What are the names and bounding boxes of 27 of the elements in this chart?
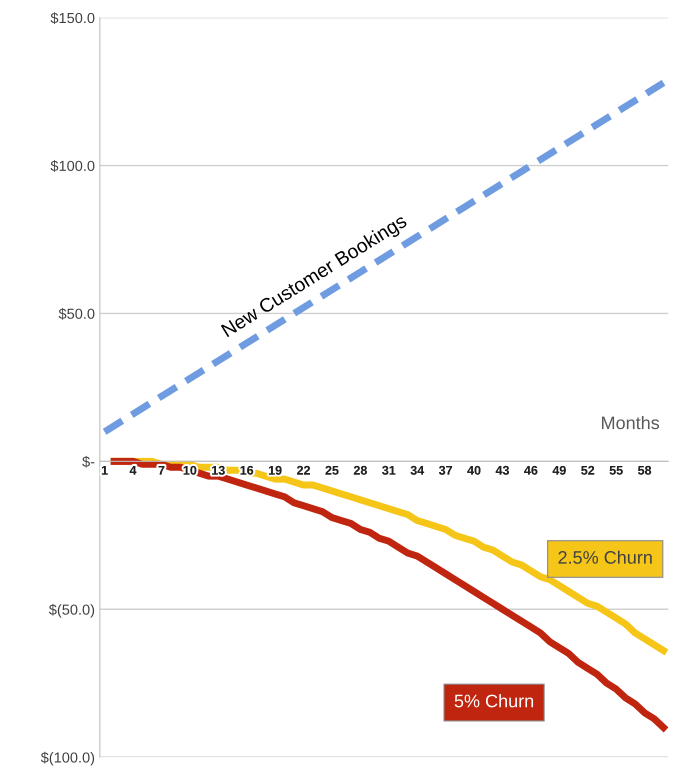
x-tick-label: 37 xyxy=(438,466,452,475)
x-tick-label: 55 xyxy=(610,466,623,475)
x-tick-label: 58 xyxy=(638,466,652,475)
x-tick-label: 40 xyxy=(467,466,481,475)
y-tick-label: $- xyxy=(82,456,94,468)
x-tick-label: 46 xyxy=(524,466,538,475)
x-tick-label: 1 xyxy=(102,466,108,475)
x-tick-label: 10 xyxy=(184,466,196,475)
x-tick-label: 25 xyxy=(325,466,339,475)
x-tick-label: 31 xyxy=(382,466,396,475)
x-tick-label: 34 xyxy=(410,466,424,475)
x-tick-label: 22 xyxy=(297,466,310,475)
x-tick-label: 43 xyxy=(496,466,509,475)
y-tick-label: $150.0 xyxy=(50,12,94,24)
x-tick-label: 4 xyxy=(130,466,136,475)
y-tick-label: $(100.0) xyxy=(40,752,94,766)
y-tick-label: $50.0 xyxy=(58,308,94,320)
x-tick-label: 52 xyxy=(581,466,594,475)
x-tick-label: 28 xyxy=(354,466,367,475)
series-label: 2.5% Churn xyxy=(558,550,652,564)
text: 5% Churn xyxy=(454,694,534,708)
x-tick-label: 7 xyxy=(158,466,164,475)
x-axis-title: Months xyxy=(602,416,660,430)
x-tick-label: 19 xyxy=(268,466,282,475)
x-tick-label: 49 xyxy=(552,466,566,475)
y-tick-label: $100.0 xyxy=(50,160,94,172)
y-tick-label: $(50.0) xyxy=(48,604,94,618)
